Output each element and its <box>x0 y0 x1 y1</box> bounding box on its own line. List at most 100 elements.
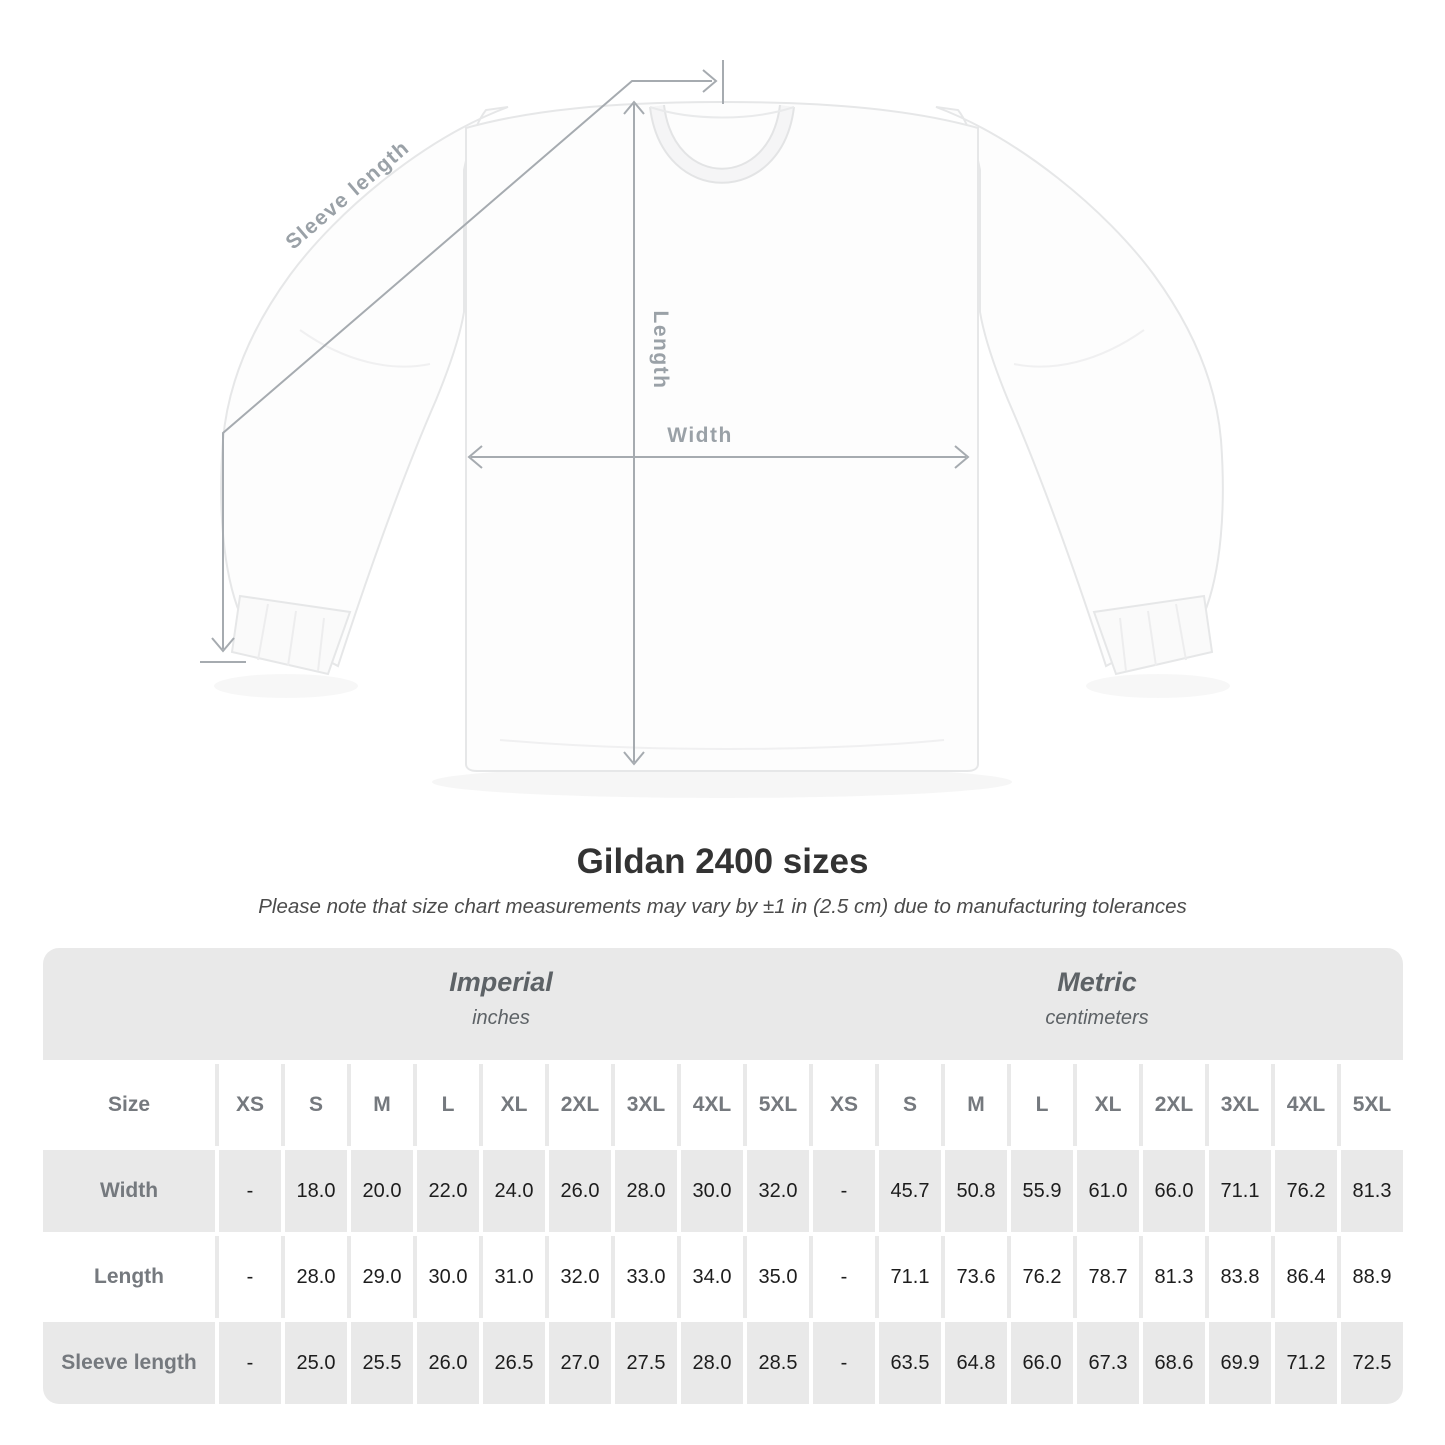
measurement-value: 71.2 <box>1275 1322 1337 1404</box>
measurement-value: 86.4 <box>1275 1236 1337 1318</box>
measurement-value: 25.5 <box>351 1322 413 1404</box>
size-column-header: XL <box>483 1064 545 1146</box>
table-row-length: Length -28.0 29.0 30.0 31.0 32.0 33.0 34.0 35.0… <box>43 1236 1403 1318</box>
size-table: Imperial inches Metric centimeters Size … <box>43 948 1403 1404</box>
measurement-value: - <box>219 1236 281 1318</box>
measurement-value: 69.9 <box>1209 1322 1271 1404</box>
measurement-value: 27.5 <box>615 1322 677 1404</box>
shirt-graphic <box>220 100 1224 772</box>
size-column-header: L <box>1011 1064 1073 1146</box>
row-label: Sleeve length <box>43 1322 215 1404</box>
measurement-value: - <box>813 1150 875 1232</box>
measurement-value: 55.9 <box>1011 1150 1073 1232</box>
length-measure-line: Length <box>623 100 672 766</box>
size-column-header: L <box>417 1064 479 1146</box>
page-subtitle: Please note that size chart measurements… <box>258 895 1187 918</box>
size-column-header: 3XL <box>615 1064 677 1146</box>
measurement-value: 35.0 <box>747 1236 809 1318</box>
size-column-header: 5XL <box>1341 1064 1403 1146</box>
measurement-value: 71.1 <box>1209 1150 1271 1232</box>
measurement-value: - <box>219 1322 281 1404</box>
measurement-value: 33.0 <box>615 1236 677 1318</box>
left-cuff-ribs <box>257 603 325 672</box>
arrowhead-right-icon <box>702 69 718 93</box>
size-column-header: 3XL <box>1209 1064 1271 1146</box>
measurement-value: 81.3 <box>1143 1236 1205 1318</box>
measurement-value: 61.0 <box>1077 1150 1139 1232</box>
measurement-value: 32.0 <box>747 1150 809 1232</box>
length-label: Length <box>649 311 672 390</box>
measurement-value: - <box>813 1322 875 1404</box>
measurement-value: 26.0 <box>417 1322 479 1404</box>
measurement-value: - <box>813 1236 875 1318</box>
measurement-value: 20.0 <box>351 1150 413 1232</box>
arrowhead-down-icon <box>623 751 645 766</box>
size-column-header: 4XL <box>1275 1064 1337 1146</box>
measurement-value: 28.0 <box>615 1150 677 1232</box>
measurement-value: 81.3 <box>1341 1150 1403 1232</box>
left-sleeve <box>220 106 509 668</box>
measurement-value: 76.2 <box>1275 1150 1337 1232</box>
measurement-value: 68.6 <box>1143 1322 1205 1404</box>
measurement-value: 71.1 <box>879 1236 941 1318</box>
measurement-value: 67.3 <box>1077 1322 1139 1404</box>
size-column-header: M <box>945 1064 1007 1146</box>
measurement-value: 30.0 <box>681 1150 743 1232</box>
measurement-value: 66.0 <box>1143 1150 1205 1232</box>
metric-sublabel: centimeters <box>1045 1007 1149 1029</box>
measurement-value: 34.0 <box>681 1236 743 1318</box>
table-row-sleeve-length: Sleeve length -25.0 25.5 26.0 26.5 27.0 27.5 2… <box>43 1322 1403 1404</box>
measurement-value: 76.2 <box>1011 1236 1073 1318</box>
metric-label: Metric <box>1057 967 1137 997</box>
measurement-value: 30.0 <box>417 1236 479 1318</box>
size-header-label: Size <box>43 1064 215 1146</box>
measurement-value: 45.7 <box>879 1150 941 1232</box>
imperial-sublabel: inches <box>472 1007 530 1029</box>
measurement-value: 66.0 <box>1011 1322 1073 1404</box>
measurement-value: 24.0 <box>483 1150 545 1232</box>
size-column-header: 4XL <box>681 1064 743 1146</box>
size-column-header: S <box>879 1064 941 1146</box>
size-column-header: 2XL <box>1143 1064 1205 1146</box>
row-label: Length <box>43 1236 215 1318</box>
arrowhead-right-icon <box>954 445 970 469</box>
measurement-value: - <box>219 1150 281 1232</box>
collar-band <box>650 105 794 183</box>
measurement-value: 78.7 <box>1077 1236 1139 1318</box>
page-title: Gildan 2400 sizes <box>576 842 869 881</box>
measurement-value: 18.0 <box>285 1150 347 1232</box>
measurement-value: 73.6 <box>945 1236 1007 1318</box>
measurement-value: 64.8 <box>945 1322 1007 1404</box>
size-header-row: Size XS S M L XL 2XL 3XL 4XL 5XL XS S M L XL 2XL 3XL 4XL… <box>43 1064 1403 1146</box>
row-label: Width <box>43 1150 215 1232</box>
collar-back <box>649 106 795 119</box>
measurement-value: 29.0 <box>351 1236 413 1318</box>
arrowhead-down-icon <box>211 637 235 653</box>
measurement-value: 28.5 <box>747 1322 809 1404</box>
measurement-value: 83.8 <box>1209 1236 1271 1318</box>
measurement-value: 26.0 <box>549 1150 611 1232</box>
width-label: Width <box>667 424 733 447</box>
measurement-value: 88.9 <box>1341 1236 1403 1318</box>
unit-group-imperial: Imperial inches <box>215 967 787 1030</box>
shirt-size-diagram: Sleeve length Length Width <box>200 60 1224 772</box>
size-column-header: 2XL <box>549 1064 611 1146</box>
unit-group-metric: Metric centimeters <box>791 967 1403 1030</box>
size-column-header: XS <box>813 1064 875 1146</box>
collar-inner <box>663 104 781 170</box>
size-column-header: XL <box>1077 1064 1139 1146</box>
size-column-header: S <box>285 1064 347 1146</box>
measurement-value: 28.0 <box>285 1236 347 1318</box>
measurement-value: 72.5 <box>1341 1322 1403 1404</box>
shirt-body <box>465 100 979 772</box>
size-column-header: M <box>351 1064 413 1146</box>
shirt-diagram-svg: Sleeve length Length Width <box>200 60 1224 772</box>
size-column-header: 5XL <box>747 1064 809 1146</box>
right-sleeve <box>935 106 1224 668</box>
unit-header-band: Imperial inches Metric centimeters <box>43 948 1403 1060</box>
table-row-width: Width -18.0 20.0 22.0 24.0 26.0 28.0 30.0 32.0-… <box>43 1150 1403 1232</box>
measurement-value: 50.8 <box>945 1150 1007 1232</box>
arrowhead-up-icon <box>623 100 645 115</box>
width-measure-line: Width <box>467 424 970 469</box>
wrinkle-lines <box>299 329 1145 750</box>
